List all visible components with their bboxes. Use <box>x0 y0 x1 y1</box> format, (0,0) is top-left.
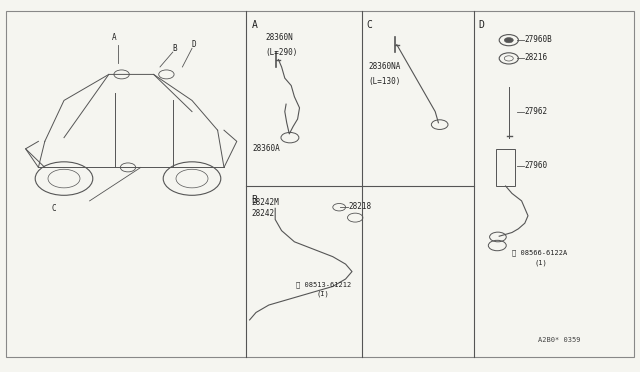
Text: 28360N: 28360N <box>266 33 293 42</box>
Text: B: B <box>252 195 257 205</box>
Text: (1): (1) <box>534 259 547 266</box>
Text: 27960: 27960 <box>525 161 548 170</box>
Text: C: C <box>51 204 56 213</box>
Circle shape <box>504 38 513 43</box>
Text: 28218: 28218 <box>349 202 372 211</box>
Text: 28360A: 28360A <box>253 144 280 153</box>
Text: 27962: 27962 <box>525 107 548 116</box>
Text: C: C <box>366 20 372 31</box>
Text: D: D <box>479 20 484 31</box>
Text: (L=290): (L=290) <box>266 48 298 57</box>
Text: 27960B: 27960B <box>525 35 552 44</box>
Text: Ⓢ 08566-6122A: Ⓢ 08566-6122A <box>512 250 567 256</box>
Text: 28360NA: 28360NA <box>368 62 401 71</box>
Text: Ⓢ 08513-61212: Ⓢ 08513-61212 <box>296 281 351 288</box>
Text: B: B <box>173 44 177 53</box>
Text: (I): (I) <box>317 291 330 297</box>
Text: A: A <box>252 20 257 31</box>
Text: (L=130): (L=130) <box>368 77 401 86</box>
Text: 28242M: 28242M <box>252 198 279 207</box>
Text: A2B0* 0359: A2B0* 0359 <box>538 337 580 343</box>
Text: 28242: 28242 <box>252 209 275 218</box>
Text: 28216: 28216 <box>525 53 548 62</box>
Text: D: D <box>192 40 196 49</box>
Text: A: A <box>112 33 116 42</box>
